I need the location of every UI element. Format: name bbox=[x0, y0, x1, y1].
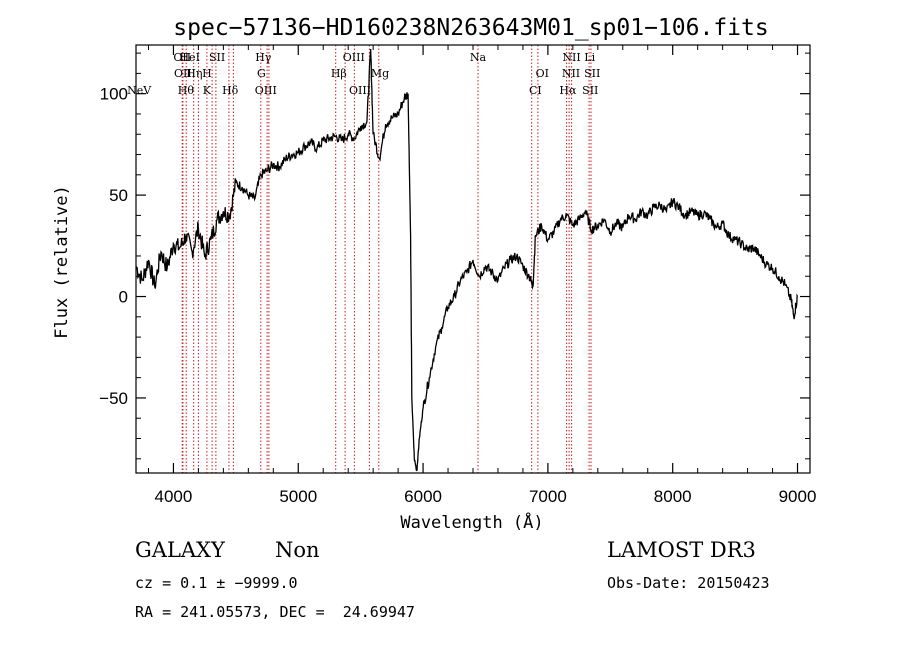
spectral-line-label: NII bbox=[562, 67, 580, 80]
spectral-line-label: SII bbox=[209, 51, 225, 64]
spectral-line-label: Hα bbox=[559, 84, 577, 97]
x-tick-label: 4000 bbox=[155, 487, 193, 506]
y-tick-label: 100 bbox=[100, 85, 128, 104]
object-class: GALAXY bbox=[135, 538, 225, 562]
spectral-line-label: OIII bbox=[349, 84, 371, 97]
spectrum-line bbox=[135, 49, 799, 472]
spectral-line-label: SII bbox=[584, 67, 600, 80]
x-tick-label: 6000 bbox=[404, 487, 442, 506]
spectral-line-label: K bbox=[203, 84, 212, 97]
x-tick-label: 7000 bbox=[529, 487, 567, 506]
spectral-line-markers bbox=[181, 45, 592, 473]
x-axis-ticks: 4000 5000 6000 7000 8000 9000 bbox=[147, 45, 817, 506]
y-tick-label: −50 bbox=[99, 389, 128, 408]
spectral-line-label: NeV bbox=[127, 84, 152, 97]
spectral-line-label: CI bbox=[529, 84, 542, 97]
plot-frame bbox=[135, 44, 811, 474]
x-tick-label: 9000 bbox=[779, 487, 817, 506]
coordinates: RA = 241.05573, DEC = 24.69947 bbox=[135, 603, 415, 621]
spectral-line-label: Hθ bbox=[178, 84, 195, 97]
spectral-line-label: Hδ bbox=[222, 84, 239, 97]
spectral-line-label: OIII bbox=[343, 51, 365, 64]
spectral-line-label: OIII bbox=[255, 84, 277, 97]
chart-title: spec−57136−HD160238N263643M01_sp01−106.f… bbox=[173, 15, 768, 41]
y-tick-label: 50 bbox=[109, 186, 128, 205]
spectral-line-label: G bbox=[257, 67, 266, 80]
x-axis-label: Wavelength (Å) bbox=[400, 511, 543, 533]
spectral-line-label: OI bbox=[536, 67, 549, 80]
observation-date: Obs-Date: 20150423 bbox=[607, 574, 770, 592]
spectral-line-label: OII bbox=[173, 51, 191, 64]
x-tick-label: 8000 bbox=[654, 487, 692, 506]
spectral-line-label: NII bbox=[562, 51, 580, 64]
spectral-line-label: Li bbox=[584, 51, 595, 64]
spectral-line-label: Hβ bbox=[331, 67, 347, 80]
survey-name: LAMOST DR3 bbox=[607, 538, 756, 562]
spectral-line-label: Hη bbox=[186, 67, 202, 80]
object-subclass: Non bbox=[275, 538, 320, 562]
spectral-line-label: Mg bbox=[371, 67, 389, 80]
redshift-cz: cz = 0.1 ± −9999.0 bbox=[135, 574, 298, 592]
y-axis-label: Flux (relative) bbox=[52, 185, 72, 339]
spectral-line-label: Na bbox=[470, 51, 487, 64]
spectral-line-label: H bbox=[202, 67, 212, 80]
spectral-line-label: OII bbox=[174, 67, 192, 80]
spectral-line-label: SII bbox=[582, 84, 598, 97]
spectral-line-label: HeI bbox=[179, 51, 199, 64]
y-axis-ticks: −50 0 50 100 bbox=[99, 52, 810, 460]
y-tick-label: 0 bbox=[119, 288, 128, 307]
spectral-line-label: Hγ bbox=[255, 51, 272, 64]
x-tick-label: 5000 bbox=[279, 487, 317, 506]
